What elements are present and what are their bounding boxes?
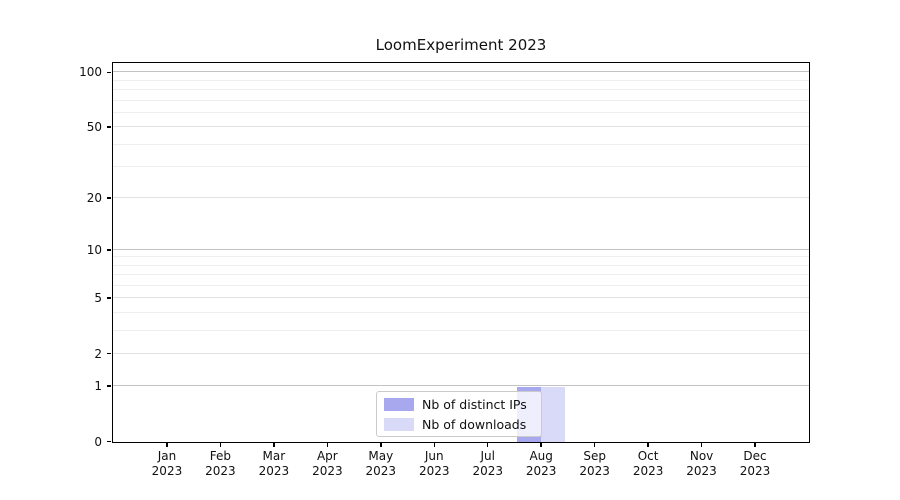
x-tick-year: 2023 <box>205 464 236 478</box>
x-tick-mark <box>380 443 382 447</box>
x-tick-label: Feb 2023 <box>190 449 250 479</box>
legend: Nb of distinct IPs Nb of downloads <box>376 391 542 437</box>
x-tick-year: 2023 <box>472 464 503 478</box>
y-tick-label: 100 <box>79 65 102 80</box>
x-tick-mark <box>273 443 275 447</box>
x-tick-mark <box>166 443 168 447</box>
y-tick-label: 0 <box>94 434 102 449</box>
y-minor-gridline <box>113 274 809 276</box>
y-tick-mark <box>107 385 111 387</box>
y-gridline <box>113 248 809 250</box>
x-tick-month: Aug <box>529 449 553 463</box>
y-minor-gridline <box>113 256 809 258</box>
x-tick-year: 2023 <box>686 464 717 478</box>
y-gridline <box>113 71 809 73</box>
y-minor-gridline <box>113 89 809 91</box>
x-tick-label: Dec 2023 <box>725 449 785 479</box>
x-tick-label: Oct 2023 <box>618 449 678 479</box>
x-tick-label: May 2023 <box>351 449 411 479</box>
x-tick-label: Mar 2023 <box>244 449 304 479</box>
y-gridline <box>113 352 809 354</box>
x-tick-month: Jul <box>480 449 495 463</box>
x-tick-mark <box>593 443 596 447</box>
legend-label: Nb of distinct IPs <box>422 396 527 412</box>
legend-swatch-nb-of-distinct-ips <box>384 397 414 411</box>
legend-item-nb-of-downloads: Nb of downloads <box>384 415 534 434</box>
y-minor-gridline <box>113 264 809 266</box>
x-tick-label: Jan 2023 <box>137 449 197 479</box>
x-tick-mark <box>540 443 542 447</box>
x-tick-label: Jun 2023 <box>404 449 464 479</box>
legend-label: Nb of downloads <box>422 416 527 432</box>
y-minor-gridline <box>113 311 809 313</box>
y-tick-label: 20 <box>86 191 102 206</box>
y-minor-gridline <box>113 165 809 167</box>
y-gridline <box>113 297 809 299</box>
x-tick-label: Apr 2023 <box>297 449 357 479</box>
y-tick-label: 5 <box>94 291 102 306</box>
y-tick-mark <box>107 352 111 355</box>
x-tick-month: Nov <box>689 449 714 463</box>
x-tick-month: Mar <box>262 449 286 463</box>
x-tick-month: Apr <box>316 449 338 463</box>
x-tick-label: Nov 2023 <box>672 449 732 479</box>
x-tick-year: 2023 <box>365 464 397 478</box>
x-tick-year: 2023 <box>739 464 771 478</box>
x-tick-month: May <box>368 449 394 463</box>
y-tick-label: 50 <box>86 120 102 135</box>
x-tick-label: Jul 2023 <box>458 449 518 479</box>
y-minor-gridline <box>113 99 809 101</box>
y-minor-gridline <box>113 111 809 113</box>
x-tick-month: Feb <box>209 449 232 463</box>
plot-area: Nb of distinct IPs Nb of downloads <box>112 62 810 443</box>
y-gridline <box>113 385 809 387</box>
y-tick-label: 2 <box>94 346 102 361</box>
y-tick-label: 10 <box>86 242 102 257</box>
y-minor-gridline <box>113 79 809 81</box>
y-tick-mark <box>107 71 111 74</box>
x-tick-year: 2023 <box>525 464 557 478</box>
x-tick-mark <box>326 443 329 447</box>
y-minor-gridline <box>113 143 809 145</box>
x-tick-month: Jun <box>424 449 444 463</box>
x-tick-year: 2023 <box>632 464 664 478</box>
y-tick-mark <box>107 249 111 251</box>
x-tick-mark <box>433 443 436 447</box>
x-tick-year: 2023 <box>418 464 450 478</box>
x-tick-year: 2023 <box>151 464 183 478</box>
x-tick-month: Sep <box>583 449 606 463</box>
x-tick-mark <box>754 443 756 447</box>
y-tick-mark <box>107 197 111 199</box>
y-tick-label: 1 <box>94 379 102 394</box>
y-tick-mark <box>107 126 111 128</box>
y-tick-mark <box>107 440 111 443</box>
x-tick-label: Sep 2023 <box>565 449 625 479</box>
legend-item-nb-of-distinct-ips: Nb of distinct IPs <box>384 395 534 414</box>
y-gridline <box>113 197 809 199</box>
x-tick-label: Aug 2023 <box>511 449 571 479</box>
chart-title: LoomExperiment 2023 <box>375 36 547 54</box>
x-tick-month: Oct <box>637 449 659 463</box>
y-minor-gridline <box>113 329 809 331</box>
x-tick-year: 2023 <box>579 464 610 478</box>
y-tick-mark <box>107 297 111 299</box>
y-gridline <box>113 126 809 128</box>
y-minor-gridline <box>113 284 809 286</box>
x-tick-month: Jan <box>157 449 177 463</box>
bar-nb-of-downloads <box>540 386 565 442</box>
legend-swatch-nb-of-downloads <box>384 417 414 431</box>
x-tick-year: 2023 <box>312 464 343 478</box>
x-tick-mark <box>486 443 489 447</box>
x-tick-mark <box>647 443 649 447</box>
x-tick-month: Dec <box>743 449 767 463</box>
x-tick-mark <box>219 443 222 447</box>
x-tick-mark <box>700 443 703 447</box>
x-tick-year: 2023 <box>258 464 290 478</box>
